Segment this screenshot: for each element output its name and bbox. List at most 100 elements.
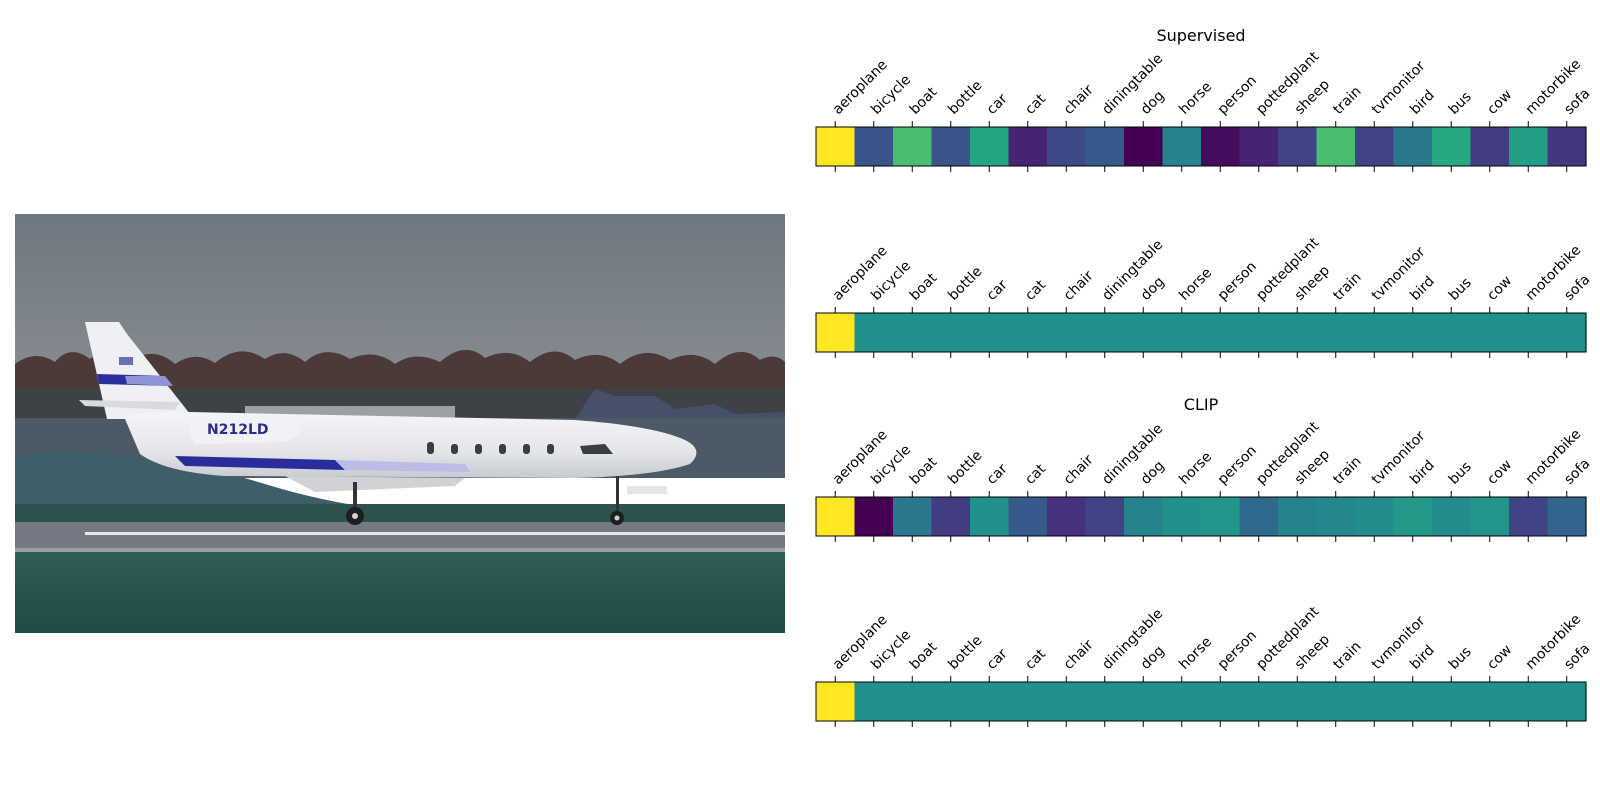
- heatmap-cell-tvmonitor: [1355, 313, 1395, 352]
- tick-label-train: train: [1330, 83, 1364, 117]
- tick-label-bus: bus: [1446, 275, 1475, 304]
- heatmap-cell-bus: [1432, 313, 1472, 352]
- heatmap-cell-dog: [1124, 127, 1164, 166]
- tick-label-cow: cow: [1484, 457, 1515, 488]
- tick-label-chair: chair: [1061, 452, 1097, 488]
- runway-line: [85, 532, 785, 535]
- heatmap-cell-sheep: [1278, 313, 1318, 352]
- heatmap-cell-bottle: [931, 682, 971, 721]
- heatmap-cell-dog: [1124, 313, 1164, 352]
- tick-label-bottle: bottle: [945, 78, 985, 118]
- heatmap-cell-bottle: [931, 313, 971, 352]
- tick-label-boat: boat: [907, 270, 941, 304]
- heatmap-cell-boat: [893, 127, 933, 166]
- wing: [285, 476, 465, 492]
- heatmap-cell-chair: [1047, 682, 1087, 721]
- fuselage-stripe-light: [335, 460, 470, 472]
- heatmap-cell-bird: [1393, 313, 1433, 352]
- heatmap-frame: [815, 681, 1587, 722]
- heatmap-cell-bird: [1393, 497, 1433, 536]
- tick-label-sofa: sofa: [1561, 272, 1593, 304]
- heatmap-cell-chair: [1047, 313, 1087, 352]
- heatmap-cell-bottle: [931, 497, 971, 536]
- heatmap-cell-sofa: [1547, 497, 1587, 536]
- tick-label-horse: horse: [1176, 634, 1215, 673]
- heatmap-cell-pottedplant: [1239, 313, 1279, 352]
- heatmap-cell-diningtable: [1085, 682, 1125, 721]
- heatmap-cell-sheep: [1278, 497, 1318, 536]
- heatmap-cell-train: [1316, 682, 1356, 721]
- tick-label-car: car: [984, 277, 1011, 304]
- tick-label-cow: cow: [1484, 87, 1515, 118]
- heatmap-cell-horse: [1162, 497, 1202, 536]
- heatmap-cell-train: [1316, 497, 1356, 536]
- tick-label-boat: boat: [907, 84, 941, 118]
- tick-label-cat: cat: [1022, 461, 1049, 488]
- tick-label-chair: chair: [1061, 82, 1097, 118]
- tick-label-sofa: sofa: [1561, 86, 1593, 118]
- heatmap-cell-pottedplant: [1239, 497, 1279, 536]
- nose-gear-door: [627, 486, 667, 494]
- heatmap-cell-tvmonitor: [1355, 682, 1395, 721]
- heatmap-cell-cow: [1470, 682, 1510, 721]
- heatmap-cell-train: [1316, 313, 1356, 352]
- heatmap-cell-chair: [1047, 127, 1087, 166]
- heatmap-title: CLIP: [1184, 395, 1219, 414]
- heatmap-cell-motorbike: [1509, 682, 1549, 721]
- heatmap-cell-person: [1201, 127, 1241, 166]
- heatmap-cell-car: [970, 313, 1010, 352]
- tick-label-cat: cat: [1022, 646, 1049, 673]
- heatmap-cell-aeroplane: [816, 313, 856, 352]
- nose-gear-strut: [616, 476, 619, 512]
- heatmap-cell-sofa: [1547, 682, 1587, 721]
- heatmap-cell-horse: [1162, 127, 1202, 166]
- tick-label-horse: horse: [1176, 265, 1215, 304]
- tick-label-sofa: sofa: [1561, 456, 1593, 488]
- heatmap-cell-boat: [893, 313, 933, 352]
- grass-strip: [15, 504, 785, 524]
- heatmap-cell-bus: [1432, 127, 1472, 166]
- heatmap-cell-bus: [1432, 682, 1472, 721]
- tick-label-bus: bus: [1446, 459, 1475, 488]
- tick-label-cat: cat: [1022, 277, 1049, 304]
- tick-label-chair: chair: [1061, 268, 1097, 304]
- heatmap-cell-bicycle: [854, 127, 894, 166]
- tick-label-sofa: sofa: [1561, 641, 1593, 673]
- heatmap-cell-diningtable: [1085, 313, 1125, 352]
- tick-label-bottle: bottle: [945, 633, 985, 673]
- windows: [427, 442, 613, 454]
- tick-label-person: person: [1215, 259, 1260, 304]
- heatmap-cell-bird: [1393, 127, 1433, 166]
- tick-label-horse: horse: [1176, 449, 1215, 488]
- heatmap-cell-cat: [1008, 682, 1048, 721]
- sky: [15, 214, 785, 374]
- heatmap-frame: [815, 496, 1587, 537]
- tick-label-person: person: [1215, 443, 1260, 488]
- fuselage-stripe: [175, 456, 345, 470]
- heatmap-cell-cow: [1470, 127, 1510, 166]
- tick-label-horse: horse: [1176, 79, 1215, 118]
- heatmap-cell-motorbike: [1509, 127, 1549, 166]
- heatmap-cell-diningtable: [1085, 127, 1125, 166]
- heatmap-cell-motorbike: [1509, 313, 1549, 352]
- heatmap-title: Supervised: [1156, 26, 1245, 45]
- tick-label-bottle: bottle: [945, 448, 985, 488]
- heatmap-cell-motorbike: [1509, 497, 1549, 536]
- heatmap-cell-person: [1201, 313, 1241, 352]
- heatmap-cell-boat: [893, 497, 933, 536]
- heatmap-cell-horse: [1162, 313, 1202, 352]
- heatmap-frame: [815, 126, 1587, 167]
- heatmap-cell-aeroplane: [816, 127, 856, 166]
- heatmap-cell-sofa: [1547, 313, 1587, 352]
- tick-label-bus: bus: [1446, 89, 1475, 118]
- heatmap-cell-car: [970, 127, 1010, 166]
- main-gear-strut: [353, 482, 357, 512]
- tick-label-train: train: [1330, 269, 1364, 303]
- tick-label-cow: cow: [1484, 273, 1515, 304]
- heatmap-cell-sofa: [1547, 127, 1587, 166]
- tick-label-train: train: [1330, 453, 1364, 487]
